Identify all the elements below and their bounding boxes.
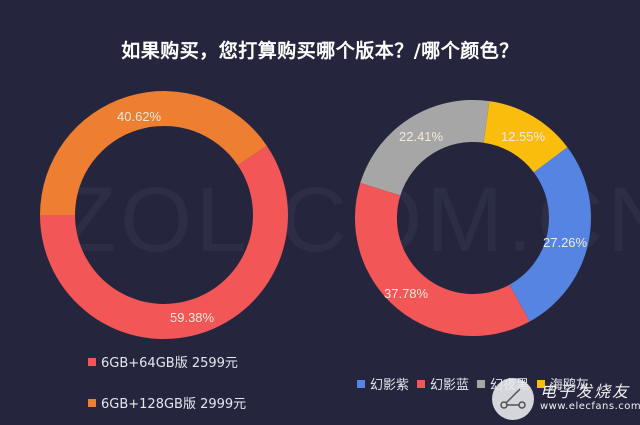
legend-label: 幻影紫 xyxy=(370,378,410,393)
slice-huanying-lan[interactable] xyxy=(354,182,530,337)
chart-title: 如果购买，您打算购买哪个版本？/哪个颜色？ xyxy=(121,40,519,62)
legend-swatch-blue xyxy=(357,379,365,388)
legend-item-huanying-zi[interactable]: 幻影紫 xyxy=(357,374,409,393)
slice-huanye-hei[interactable] xyxy=(360,99,490,196)
legend-item-haiou-hui[interactable]: 海鸥灰 xyxy=(537,374,589,393)
slice-haiou-hui[interactable] xyxy=(483,101,568,173)
slice-6gb-64gb[interactable] xyxy=(40,145,288,340)
legend-label: 海鸥灰 xyxy=(550,378,590,393)
legend-label: 6GB+128GB版 2999元 xyxy=(101,397,247,412)
legend-label: 幻影蓝 xyxy=(430,378,470,393)
legend-swatch-yellow xyxy=(537,379,546,388)
legend-swatch-red xyxy=(417,379,426,388)
label-12-55: 12.55% xyxy=(501,129,546,144)
legend-swatch-red xyxy=(88,357,96,366)
label-40-62: 40.62% xyxy=(117,109,162,124)
legend-item-huanying-lan[interactable]: 幻影蓝 xyxy=(417,374,469,393)
label-59-38: 59.38% xyxy=(170,310,215,325)
slice-6gb-128gb[interactable] xyxy=(40,91,267,215)
slice-huanying-zi[interactable] xyxy=(509,147,592,322)
right-donut: 22.41% 12.55% 27.26% 37.78% xyxy=(354,99,592,337)
legend-label: 6GB+64GB版 2599元 xyxy=(101,356,238,371)
legend-item-6gb-64gb[interactable]: 6GB+64GB版 2599元 xyxy=(88,352,238,371)
logo-name: 电子发烧友 xyxy=(540,382,631,401)
label-37-78: 37.78% xyxy=(384,286,429,301)
legend-item-6gb-128gb[interactable]: 6GB+128GB版 2999元 xyxy=(88,393,246,412)
elecfans-logo: 电子发烧友 www.elecfans.com xyxy=(492,378,640,420)
left-donut: 40.62% 59.38% xyxy=(40,91,288,340)
logo-url: www.elecfans.com xyxy=(540,401,640,412)
label-22-41: 22.41% xyxy=(399,129,444,144)
label-27-26: 27.26% xyxy=(543,235,588,250)
legend-swatch-gray xyxy=(477,379,486,388)
logo-circuit-icon xyxy=(492,378,534,420)
legend-swatch-orange xyxy=(88,398,96,407)
